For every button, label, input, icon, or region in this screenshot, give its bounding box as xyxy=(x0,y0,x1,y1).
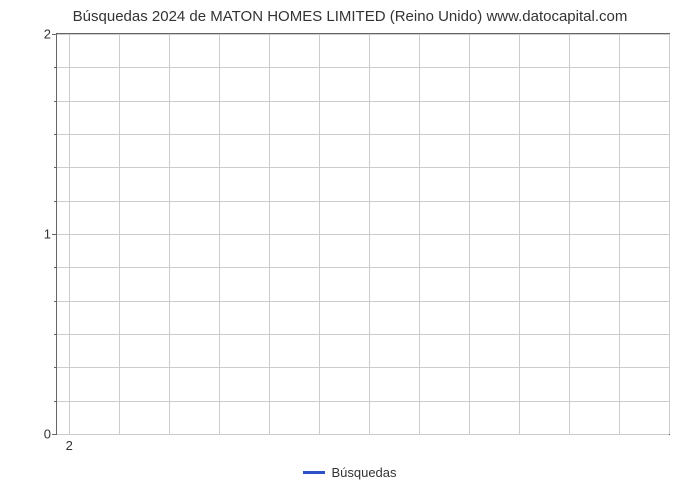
gridline-horizontal xyxy=(57,367,669,368)
y-axis-minor-tick-mark xyxy=(54,334,57,335)
gridline-horizontal xyxy=(57,101,669,102)
gridline-horizontal xyxy=(57,201,669,202)
chart-container: 0 1 2 2 xyxy=(20,29,680,459)
chart-title: Búsquedas 2024 de MATON HOMES LIMITED (R… xyxy=(73,8,628,25)
gridline-horizontal xyxy=(57,267,669,268)
gridline-horizontal xyxy=(57,401,669,402)
gridline-horizontal xyxy=(57,134,669,135)
y-axis-minor-tick-mark xyxy=(54,167,57,168)
gridline-horizontal xyxy=(57,334,669,335)
gridline-horizontal xyxy=(57,67,669,68)
gridline-horizontal xyxy=(57,434,669,435)
y-axis-minor-tick-mark xyxy=(54,201,57,202)
legend-label: Búsquedas xyxy=(331,465,396,480)
y-axis-tick-label: 2 xyxy=(44,27,51,42)
y-axis-minor-tick-mark xyxy=(54,134,57,135)
y-axis-tick-label: 0 xyxy=(44,427,51,442)
gridline-horizontal xyxy=(57,34,669,35)
y-axis-tick-mark xyxy=(52,34,57,35)
plot-area: 0122 xyxy=(56,33,670,435)
y-axis-minor-tick-mark xyxy=(54,301,57,302)
y-axis-minor-tick-mark xyxy=(54,267,57,268)
y-axis-minor-tick-mark xyxy=(54,67,57,68)
legend-swatch xyxy=(303,471,325,474)
y-axis-minor-tick-mark xyxy=(54,101,57,102)
gridline-horizontal xyxy=(57,234,669,235)
y-axis-tick-label: 1 xyxy=(44,227,51,242)
y-axis-tick-mark xyxy=(52,434,57,435)
x-axis-tick-label: 2 xyxy=(66,438,73,453)
legend: Búsquedas xyxy=(303,465,396,480)
gridline-horizontal xyxy=(57,301,669,302)
gridline-vertical xyxy=(669,34,670,434)
y-axis-tick-mark xyxy=(52,234,57,235)
y-axis-minor-tick-mark xyxy=(54,367,57,368)
y-axis-minor-tick-mark xyxy=(54,401,57,402)
gridline-horizontal xyxy=(57,167,669,168)
